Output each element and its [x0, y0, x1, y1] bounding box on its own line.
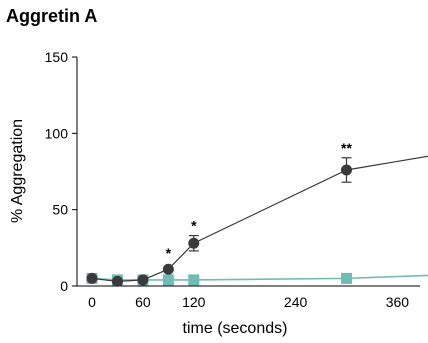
significance-label: *	[166, 245, 172, 261]
x-axis-label: time (seconds)	[183, 320, 288, 337]
y-tick-label: 100	[45, 125, 69, 141]
data-point-circle	[86, 272, 98, 284]
data-point-circle	[111, 275, 123, 287]
y-tick-label: 150	[45, 49, 69, 65]
x-tick-label: 60	[135, 294, 151, 310]
series-line-0	[91, 155, 428, 283]
x-tick-label: 360	[386, 294, 410, 310]
data-point-circle	[341, 164, 352, 176]
x-tick-label: 0	[88, 294, 96, 310]
data-point-square	[341, 272, 352, 284]
data-point-square	[162, 274, 174, 286]
chart-title: Aggretin A	[6, 6, 98, 26]
x-tick-label: 240	[284, 294, 308, 310]
data-point-circle	[162, 263, 174, 275]
y-tick-label: 0	[60, 278, 68, 294]
data-point-circle	[188, 237, 200, 249]
data-point-circle	[137, 274, 149, 286]
significance-label: **	[341, 140, 352, 156]
y-axis-label: % Aggregation	[9, 119, 26, 223]
data-point-square	[188, 274, 200, 286]
y-tick-label: 50	[52, 202, 68, 218]
x-tick-label: 120	[182, 294, 206, 310]
significance-label: *	[191, 218, 197, 234]
